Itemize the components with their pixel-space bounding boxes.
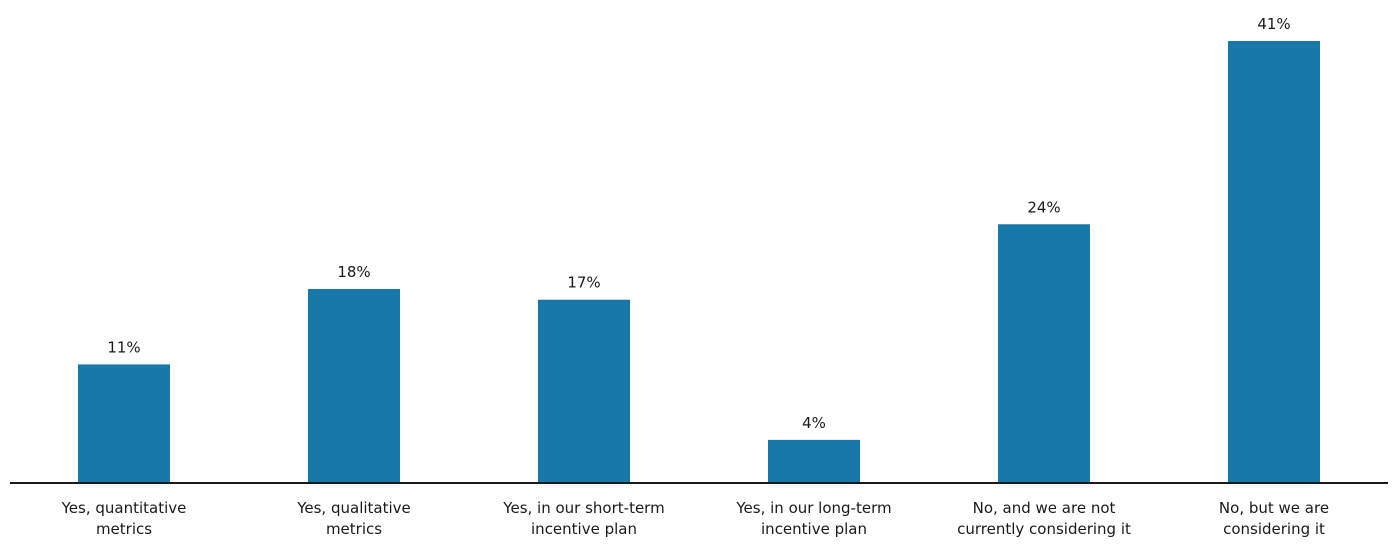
x-tick-label: No, and we are not currently considering … xyxy=(957,499,1131,538)
bar xyxy=(308,288,400,483)
bar xyxy=(998,224,1090,483)
x-tick-label: Yes, qualitative metrics xyxy=(296,499,411,538)
x-tick-label: Yes, in our long-term incentive plan xyxy=(735,499,891,538)
data-label: 18% xyxy=(337,263,370,281)
x-tick-label: Yes, in our short-term incentive plan xyxy=(502,499,664,538)
data-label: 17% xyxy=(567,274,600,292)
bar xyxy=(538,299,630,483)
data-label: 11% xyxy=(107,338,140,356)
x-tick-label: No, but we are considering it xyxy=(1219,499,1329,538)
bar xyxy=(78,364,170,483)
bar xyxy=(1228,41,1320,483)
bar xyxy=(768,439,860,483)
data-label: 4% xyxy=(802,414,826,432)
x-tick-label: Yes, quantitative metrics xyxy=(61,499,187,538)
data-label: 24% xyxy=(1027,198,1060,216)
data-label: 41% xyxy=(1257,15,1290,33)
